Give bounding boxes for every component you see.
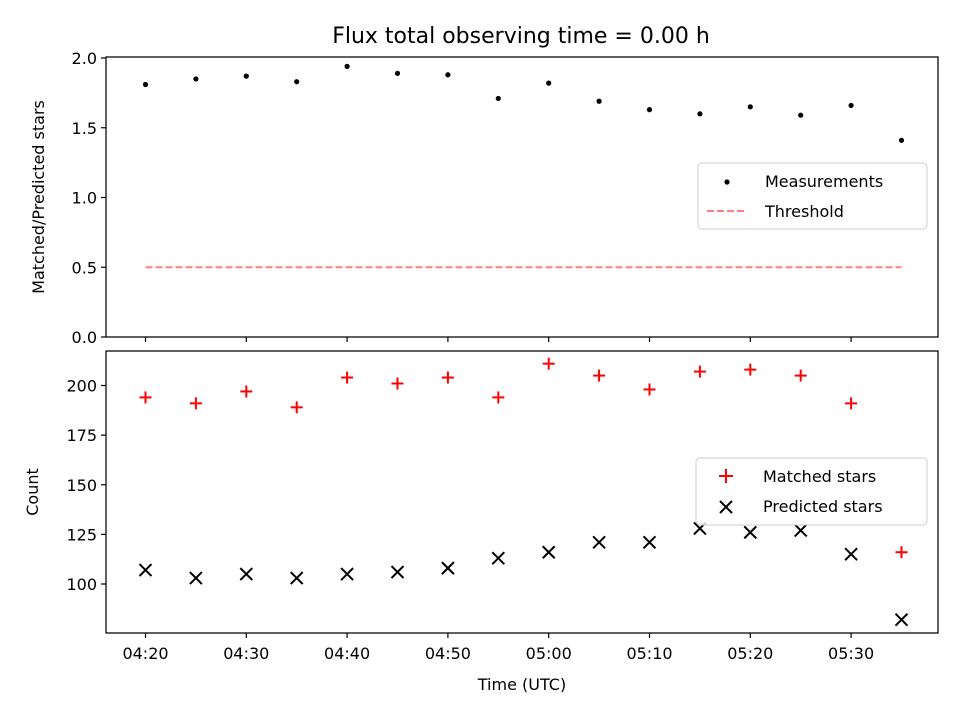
matched-star-point [895,546,908,559]
matched-star-point [189,397,202,410]
matched-star-point [240,385,253,398]
top-axes: 0.00.51.01.52.0 Matched/Predicted stars … [29,49,939,347]
predicted-star-point [491,551,506,565]
predicted-star-point [844,547,858,561]
legend-threshold-label: Threshold [764,202,844,221]
measurement-point [445,72,451,78]
matched-star-point [794,369,807,382]
matched-star-point [693,365,706,378]
predicted-star-point [642,535,657,550]
measurement-point [495,95,501,102]
top-y-tick-label: 1.5 [72,119,97,138]
bottom-legend-box [695,457,928,526]
x-tick-label: 05:20 [727,644,773,663]
bottom-x-ticks: 04:20 04:30 04:40 04:50 05:00 05:10 05:20 05:30 [122,633,874,663]
bottom-y-tick-label: 150 [66,476,97,495]
bottom-y-tick-label: 200 [66,377,97,396]
top-y-tick-label: 0.5 [72,258,97,277]
x-tick-label: 05:30 [828,644,874,663]
x-tick-label: 05:10 [626,644,672,663]
measurement-point [344,63,350,69]
top-y-ticks: 0.0 0.5 1.0 1.5 2.0 [72,49,106,347]
measurement-point [243,73,249,79]
chart-title: Flux total observing time = 0.00 h [332,24,710,49]
predicted-star-point [340,567,354,581]
x-tick-label: 04:20 [122,644,168,663]
matched-star-point [441,371,454,384]
top-y-tick-label: 0.0 [72,328,97,347]
predicted-star-point [541,545,556,559]
measurement-point [193,76,199,82]
bottom-series [138,357,909,627]
predicted-star-point [138,563,153,577]
matched-star-point [492,391,505,404]
measurement-point [294,79,300,85]
matched-star-point [744,363,757,376]
measurement-point [747,104,753,110]
x-tick-label: 04:50 [425,644,471,663]
measurement-point [394,70,401,76]
measurement-point [596,98,602,104]
predicted-star-point [239,567,254,581]
predicted-star-point [793,523,808,538]
top-series [142,63,905,269]
matched-star-point [139,391,152,404]
bottom-axes-frame [105,350,939,634]
bottom-y-tick-label: 125 [66,525,97,544]
x-tick-label: 04:40 [324,644,370,663]
legend-measurements-label: Measurements [765,172,883,191]
matched-star-point [593,369,606,382]
legend-measurements-marker [724,179,730,185]
predicted-star-point [743,525,758,540]
top-legend: Measurements Threshold [697,162,928,230]
measurement-point [546,80,552,86]
top-y-axis-label: Matched/Predicted stars [29,100,48,294]
top-y-tick-label: 1.0 [72,189,97,208]
legend-matched-label: Matched stars [763,467,876,486]
predicted-star-point [441,561,455,575]
predicted-star-point [390,565,405,579]
matched-star-point [290,401,303,414]
matched-star-point [643,383,656,396]
legend-predicted-label: Predicted stars [763,497,883,516]
bottom-y-tick-label: 100 [66,575,97,594]
legend-predicted-marker [719,500,733,514]
matched-star-point [542,357,555,370]
measurement-point [646,107,653,113]
predicted-star-point [289,571,304,585]
measurement-point [898,137,905,143]
top-y-tick-label: 2.0 [72,49,97,68]
measurement-point [142,81,149,88]
predicted-star-point [894,613,909,627]
measurement-point [798,112,804,118]
matched-star-point [391,377,404,390]
x-tick-label: 05:00 [526,644,572,663]
matched-star-point [845,397,858,410]
top-x-ticks [144,337,852,342]
legend-matched-marker [719,469,733,483]
x-axis-label: Time (UTC) [477,675,566,694]
bottom-y-axis-label: Count [23,468,42,516]
measurement-point [697,111,703,117]
measurement-point [848,102,854,109]
top-legend-box [697,162,928,230]
bottom-axes: 100 125 150 175 200 04:20 04:30 04:40 04:50 05:0… [23,350,939,694]
x-tick-label: 04:30 [223,644,269,663]
bottom-legend: Matched stars Predicted stars [695,457,928,526]
bottom-y-tick-label: 175 [66,426,97,445]
matched-star-point [341,371,354,384]
bottom-y-ticks: 100 125 150 175 200 [66,377,106,594]
predicted-star-point [189,571,203,585]
predicted-star-point [592,535,606,550]
